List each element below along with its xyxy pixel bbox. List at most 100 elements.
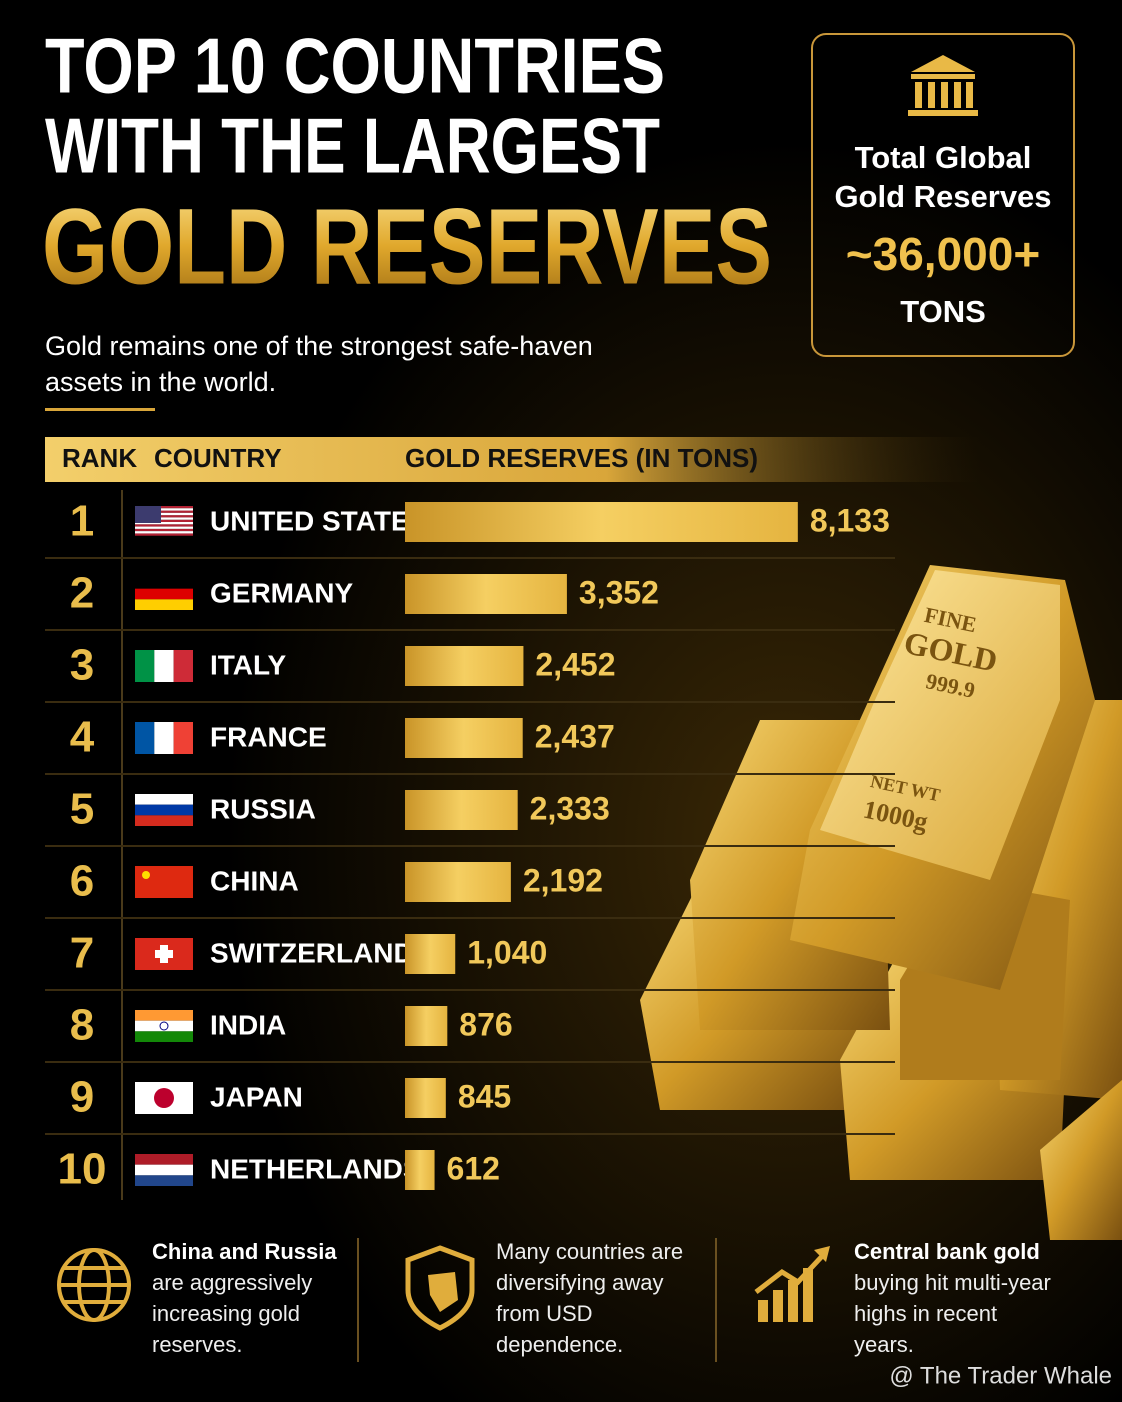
note-line: dependence. <box>496 1332 623 1357</box>
title-line: TOP 10 COUNTRIES <box>45 22 665 110</box>
country: FRANCE <box>210 721 327 752</box>
table-header <box>45 437 980 482</box>
flag-part <box>135 1031 193 1042</box>
country: UNITED STATES <box>210 505 428 536</box>
flag-part <box>135 519 193 522</box>
value-label: 2,192 <box>523 862 603 898</box>
title-line: WITH THE LARGEST <box>45 102 660 190</box>
flag-part <box>135 578 193 589</box>
gold-ingots: FINE GOLD 999.9 NET WT 1000g <box>640 565 1122 1240</box>
flag-part <box>159 1021 169 1031</box>
flag <box>135 794 193 826</box>
rank: 3 <box>70 641 94 690</box>
stat-box: Total Global Gold Reserves ~36,000+ TONS <box>811 33 1075 357</box>
flag-part <box>135 1010 193 1021</box>
flag <box>135 1010 193 1042</box>
stat-label: Total Global <box>855 140 1032 175</box>
note-line: Many countries are <box>496 1239 683 1264</box>
bar <box>405 502 798 542</box>
note-line: Central bank gold <box>854 1239 1040 1264</box>
note-line: buying hit multi-year <box>854 1270 1051 1295</box>
underline <box>45 408 155 411</box>
rank: 8 <box>70 1001 94 1050</box>
note-line: China and Russia <box>152 1239 337 1264</box>
flag-part <box>135 506 193 509</box>
note-line: reserves. <box>152 1332 242 1357</box>
column-header: RANK <box>62 443 137 473</box>
flag-part <box>135 517 193 520</box>
flag-part <box>135 533 193 536</box>
flag-part <box>135 508 193 511</box>
flag-part <box>154 650 174 682</box>
value-label: 8,133 <box>810 502 890 538</box>
country: NETHERLANDS <box>210 1153 422 1184</box>
flag-part <box>135 510 193 513</box>
value-label: 612 <box>447 1150 500 1186</box>
note-line: from USD <box>496 1301 593 1326</box>
bar <box>405 1150 435 1190</box>
rank: 10 <box>58 1145 107 1194</box>
stat-label: Gold Reserves <box>834 179 1051 214</box>
column-header: COUNTRY <box>154 443 282 473</box>
flag <box>135 1154 193 1186</box>
note-line: increasing gold <box>152 1301 300 1326</box>
stat-unit: TONS <box>900 294 986 329</box>
country: CHINA <box>210 865 299 896</box>
flag-part <box>154 722 174 754</box>
country: JAPAN <box>210 1081 303 1112</box>
flag <box>135 866 193 898</box>
country: ITALY <box>210 649 287 680</box>
rank: 1 <box>70 497 94 546</box>
subtitle: Gold remains one of the strongest safe-h… <box>45 331 593 361</box>
flag-part <box>135 599 193 610</box>
flag <box>135 722 193 754</box>
flag-part <box>135 794 193 805</box>
flag-part <box>155 950 173 958</box>
flag-part <box>135 528 193 532</box>
value-label: 845 <box>458 1078 511 1114</box>
note-line: years. <box>854 1332 914 1357</box>
flag-part <box>135 1020 193 1032</box>
rank: 2 <box>70 569 94 618</box>
rank: 5 <box>70 785 94 834</box>
bar <box>405 934 456 974</box>
value-label: 2,437 <box>535 718 615 754</box>
flag-part <box>154 1088 174 1108</box>
flag <box>135 1082 193 1114</box>
flag-part <box>135 512 193 516</box>
flag <box>135 506 193 536</box>
footer <box>57 1238 830 1362</box>
flag-part <box>135 526 193 529</box>
column-header: GOLD RESERVES (IN TONS) <box>405 443 758 473</box>
subtitle: assets in the world. <box>45 367 276 397</box>
country: RUSSIA <box>210 793 316 824</box>
bar <box>405 718 523 758</box>
watermark: @ The Trader Whale <box>889 1362 1112 1389</box>
flag-part <box>135 804 193 816</box>
flag-part <box>135 650 155 682</box>
flag-part <box>135 1164 193 1176</box>
flag-part <box>142 871 150 879</box>
flag-part <box>135 515 193 518</box>
flag <box>135 938 193 970</box>
bar <box>405 1078 446 1118</box>
flag-part <box>135 524 193 527</box>
value-label: 3,352 <box>579 574 659 610</box>
value-label: 2,452 <box>535 646 615 682</box>
value-label: 2,333 <box>530 790 610 826</box>
title-highlight: GOLD RESERVES <box>42 186 772 307</box>
chart-rows: 1 UNITED STATES 8,133 2 GERMANY 3,352 3 ITALY 2,… <box>45 497 895 1194</box>
flag <box>135 578 193 610</box>
rank: 6 <box>70 857 94 906</box>
country: INDIA <box>210 1009 286 1040</box>
flag-part <box>135 1175 193 1186</box>
rank: 4 <box>70 713 95 762</box>
flag-part <box>135 866 193 898</box>
flag-part <box>135 722 155 754</box>
bar <box>405 646 524 686</box>
note-line: highs in recent <box>854 1301 997 1326</box>
flag <box>135 650 193 682</box>
flag-part <box>173 722 193 754</box>
